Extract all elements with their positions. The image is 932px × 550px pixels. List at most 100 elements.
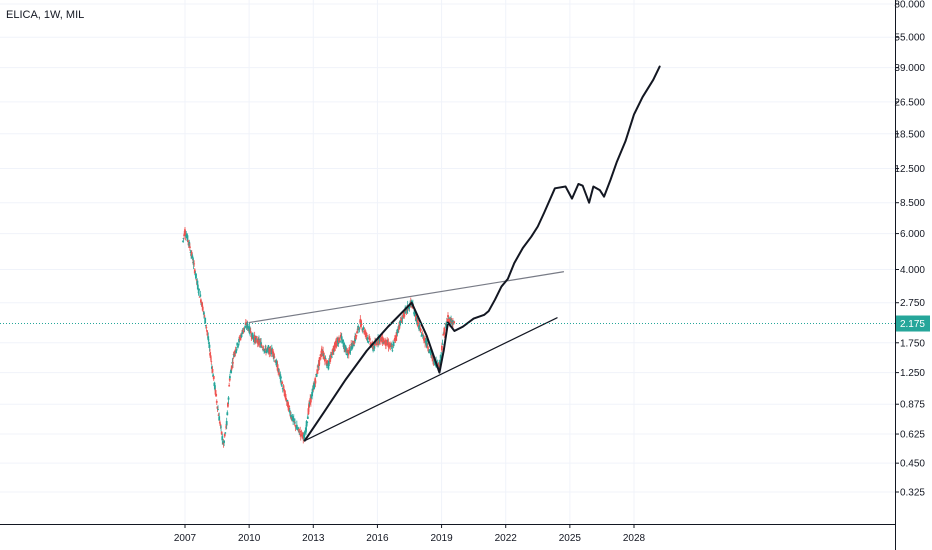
- candle-body: [394, 335, 397, 340]
- candle-body: [204, 317, 207, 324]
- candle-body: [280, 376, 282, 379]
- candle-body: [305, 421, 308, 427]
- candle-body: [438, 362, 441, 368]
- candle-body: [343, 343, 346, 349]
- candle-body: [381, 336, 384, 344]
- y-tick-label: 1.750: [900, 338, 925, 349]
- candle-body: [243, 327, 245, 331]
- candle-body: [260, 345, 263, 347]
- candle-body: [272, 351, 275, 357]
- candle-body: [305, 428, 307, 433]
- candle-body: [219, 424, 222, 426]
- candle-body: [222, 442, 225, 445]
- candle-body: [349, 349, 352, 351]
- y-tick-label: 80.000: [894, 0, 925, 11]
- candle-body: [249, 331, 252, 333]
- candle-body: [363, 331, 365, 333]
- candle-body: [374, 341, 376, 346]
- candle-body: [320, 349, 323, 354]
- candle-body: [192, 261, 195, 265]
- candle-body: [353, 344, 355, 347]
- candle-body: [397, 329, 399, 333]
- candle-body: [350, 343, 353, 346]
- candle-body: [440, 352, 443, 354]
- last-price-badge: [896, 315, 930, 332]
- candle-body: [182, 238, 185, 239]
- candle-body: [449, 320, 452, 324]
- candle-body: [395, 333, 398, 337]
- candle-body: [338, 337, 341, 339]
- candle-body: [230, 369, 233, 374]
- upper-trendline: [248, 271, 565, 324]
- candle-body: [446, 318, 449, 323]
- candle-body: [314, 380, 317, 384]
- candle-body: [420, 335, 423, 337]
- candle-body: [285, 401, 288, 402]
- candle-body: [352, 340, 354, 342]
- candle-body: [210, 360, 213, 362]
- candle-body: [351, 343, 354, 349]
- candle-body: [426, 346, 429, 349]
- candle-body: [232, 362, 234, 364]
- candle-body: [227, 402, 229, 407]
- candle-body: [220, 426, 222, 428]
- candle-body: [203, 315, 206, 317]
- candle-body: [308, 401, 311, 404]
- candle-body: [329, 358, 332, 362]
- candle-body: [376, 343, 379, 345]
- candle-body: [257, 338, 260, 346]
- candle-body: [322, 354, 325, 356]
- candle-body: [225, 426, 227, 428]
- candle-body: [239, 337, 242, 340]
- x-tick-label: 2007: [174, 533, 197, 544]
- candle-body: [269, 348, 272, 353]
- y-tick-label: 8.500: [900, 198, 925, 209]
- candle-body: [426, 345, 429, 347]
- candle-body: [185, 235, 188, 238]
- candle-body: [269, 347, 271, 349]
- candle-body: [196, 280, 199, 284]
- y-tick-label: 12.500: [894, 164, 925, 175]
- candle-body: [263, 350, 266, 352]
- candle-body: [295, 424, 298, 428]
- candle-body: [227, 397, 230, 400]
- candle-body: [291, 415, 294, 421]
- candle-body: [389, 343, 392, 347]
- candle-body: [415, 320, 418, 322]
- candle-body: [229, 376, 231, 379]
- candle-body: [279, 374, 282, 379]
- candle-body: [379, 337, 382, 342]
- candle-body: [318, 359, 321, 366]
- candle-body: [331, 356, 333, 358]
- x-tick-label: 2022: [495, 533, 518, 544]
- candle-body: [342, 340, 344, 341]
- candle-body: [358, 328, 361, 330]
- candle-body: [364, 330, 367, 336]
- candle-body: [290, 414, 292, 417]
- candle-body: [204, 325, 207, 326]
- candle-body: [422, 335, 425, 339]
- candle-body: [380, 336, 383, 339]
- y-tick-label: 55.000: [894, 33, 925, 44]
- candle-body: [297, 427, 300, 430]
- candle-body: [254, 337, 257, 343]
- candle-body: [391, 345, 394, 347]
- candle-body: [199, 294, 202, 297]
- candle-body: [260, 342, 262, 348]
- candle-body: [307, 408, 310, 415]
- candle-body: [224, 432, 227, 434]
- candle-body: [346, 354, 349, 356]
- candle-body: [181, 240, 184, 242]
- candle-body: [243, 327, 246, 329]
- candle-body: [236, 346, 239, 348]
- candle-body: [212, 374, 215, 377]
- candle-body: [212, 376, 215, 380]
- candle-body: [218, 416, 221, 421]
- candle-body: [382, 342, 385, 344]
- candle-body: [445, 321, 448, 324]
- y-tick-label: 26.500: [894, 97, 925, 108]
- candle-body: [316, 370, 319, 372]
- candle-body: [315, 373, 318, 377]
